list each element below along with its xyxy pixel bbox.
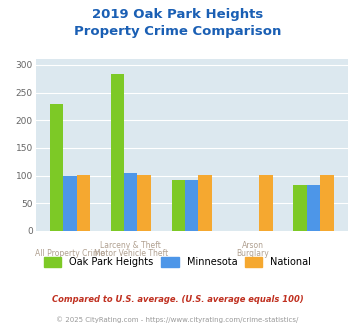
Bar [198, 175, 212, 231]
Text: Property Crime Comparison: Property Crime Comparison [74, 25, 281, 38]
Text: 2019 Oak Park Heights: 2019 Oak Park Heights [92, 8, 263, 21]
Bar [63, 176, 77, 231]
Bar [111, 74, 124, 231]
Bar [185, 180, 198, 231]
Text: Compared to U.S. average. (U.S. average equals 100): Compared to U.S. average. (U.S. average … [51, 295, 304, 304]
Text: © 2025 CityRating.com - https://www.cityrating.com/crime-statistics/: © 2025 CityRating.com - https://www.city… [56, 317, 299, 323]
Text: All Property Crime: All Property Crime [35, 249, 105, 258]
Text: Motor Vehicle Theft: Motor Vehicle Theft [94, 249, 168, 258]
Bar [171, 180, 185, 231]
Bar [294, 185, 307, 231]
Bar [320, 175, 334, 231]
Bar [137, 175, 151, 231]
Bar [124, 173, 137, 231]
Legend: Oak Park Heights, Minnesota, National: Oak Park Heights, Minnesota, National [44, 257, 311, 267]
Bar [50, 104, 63, 231]
Text: Larceny & Theft: Larceny & Theft [100, 241, 161, 250]
Text: Burglary: Burglary [236, 249, 269, 258]
Bar [260, 175, 273, 231]
Bar [307, 185, 320, 231]
Bar [77, 175, 90, 231]
Text: Arson: Arson [242, 241, 264, 250]
